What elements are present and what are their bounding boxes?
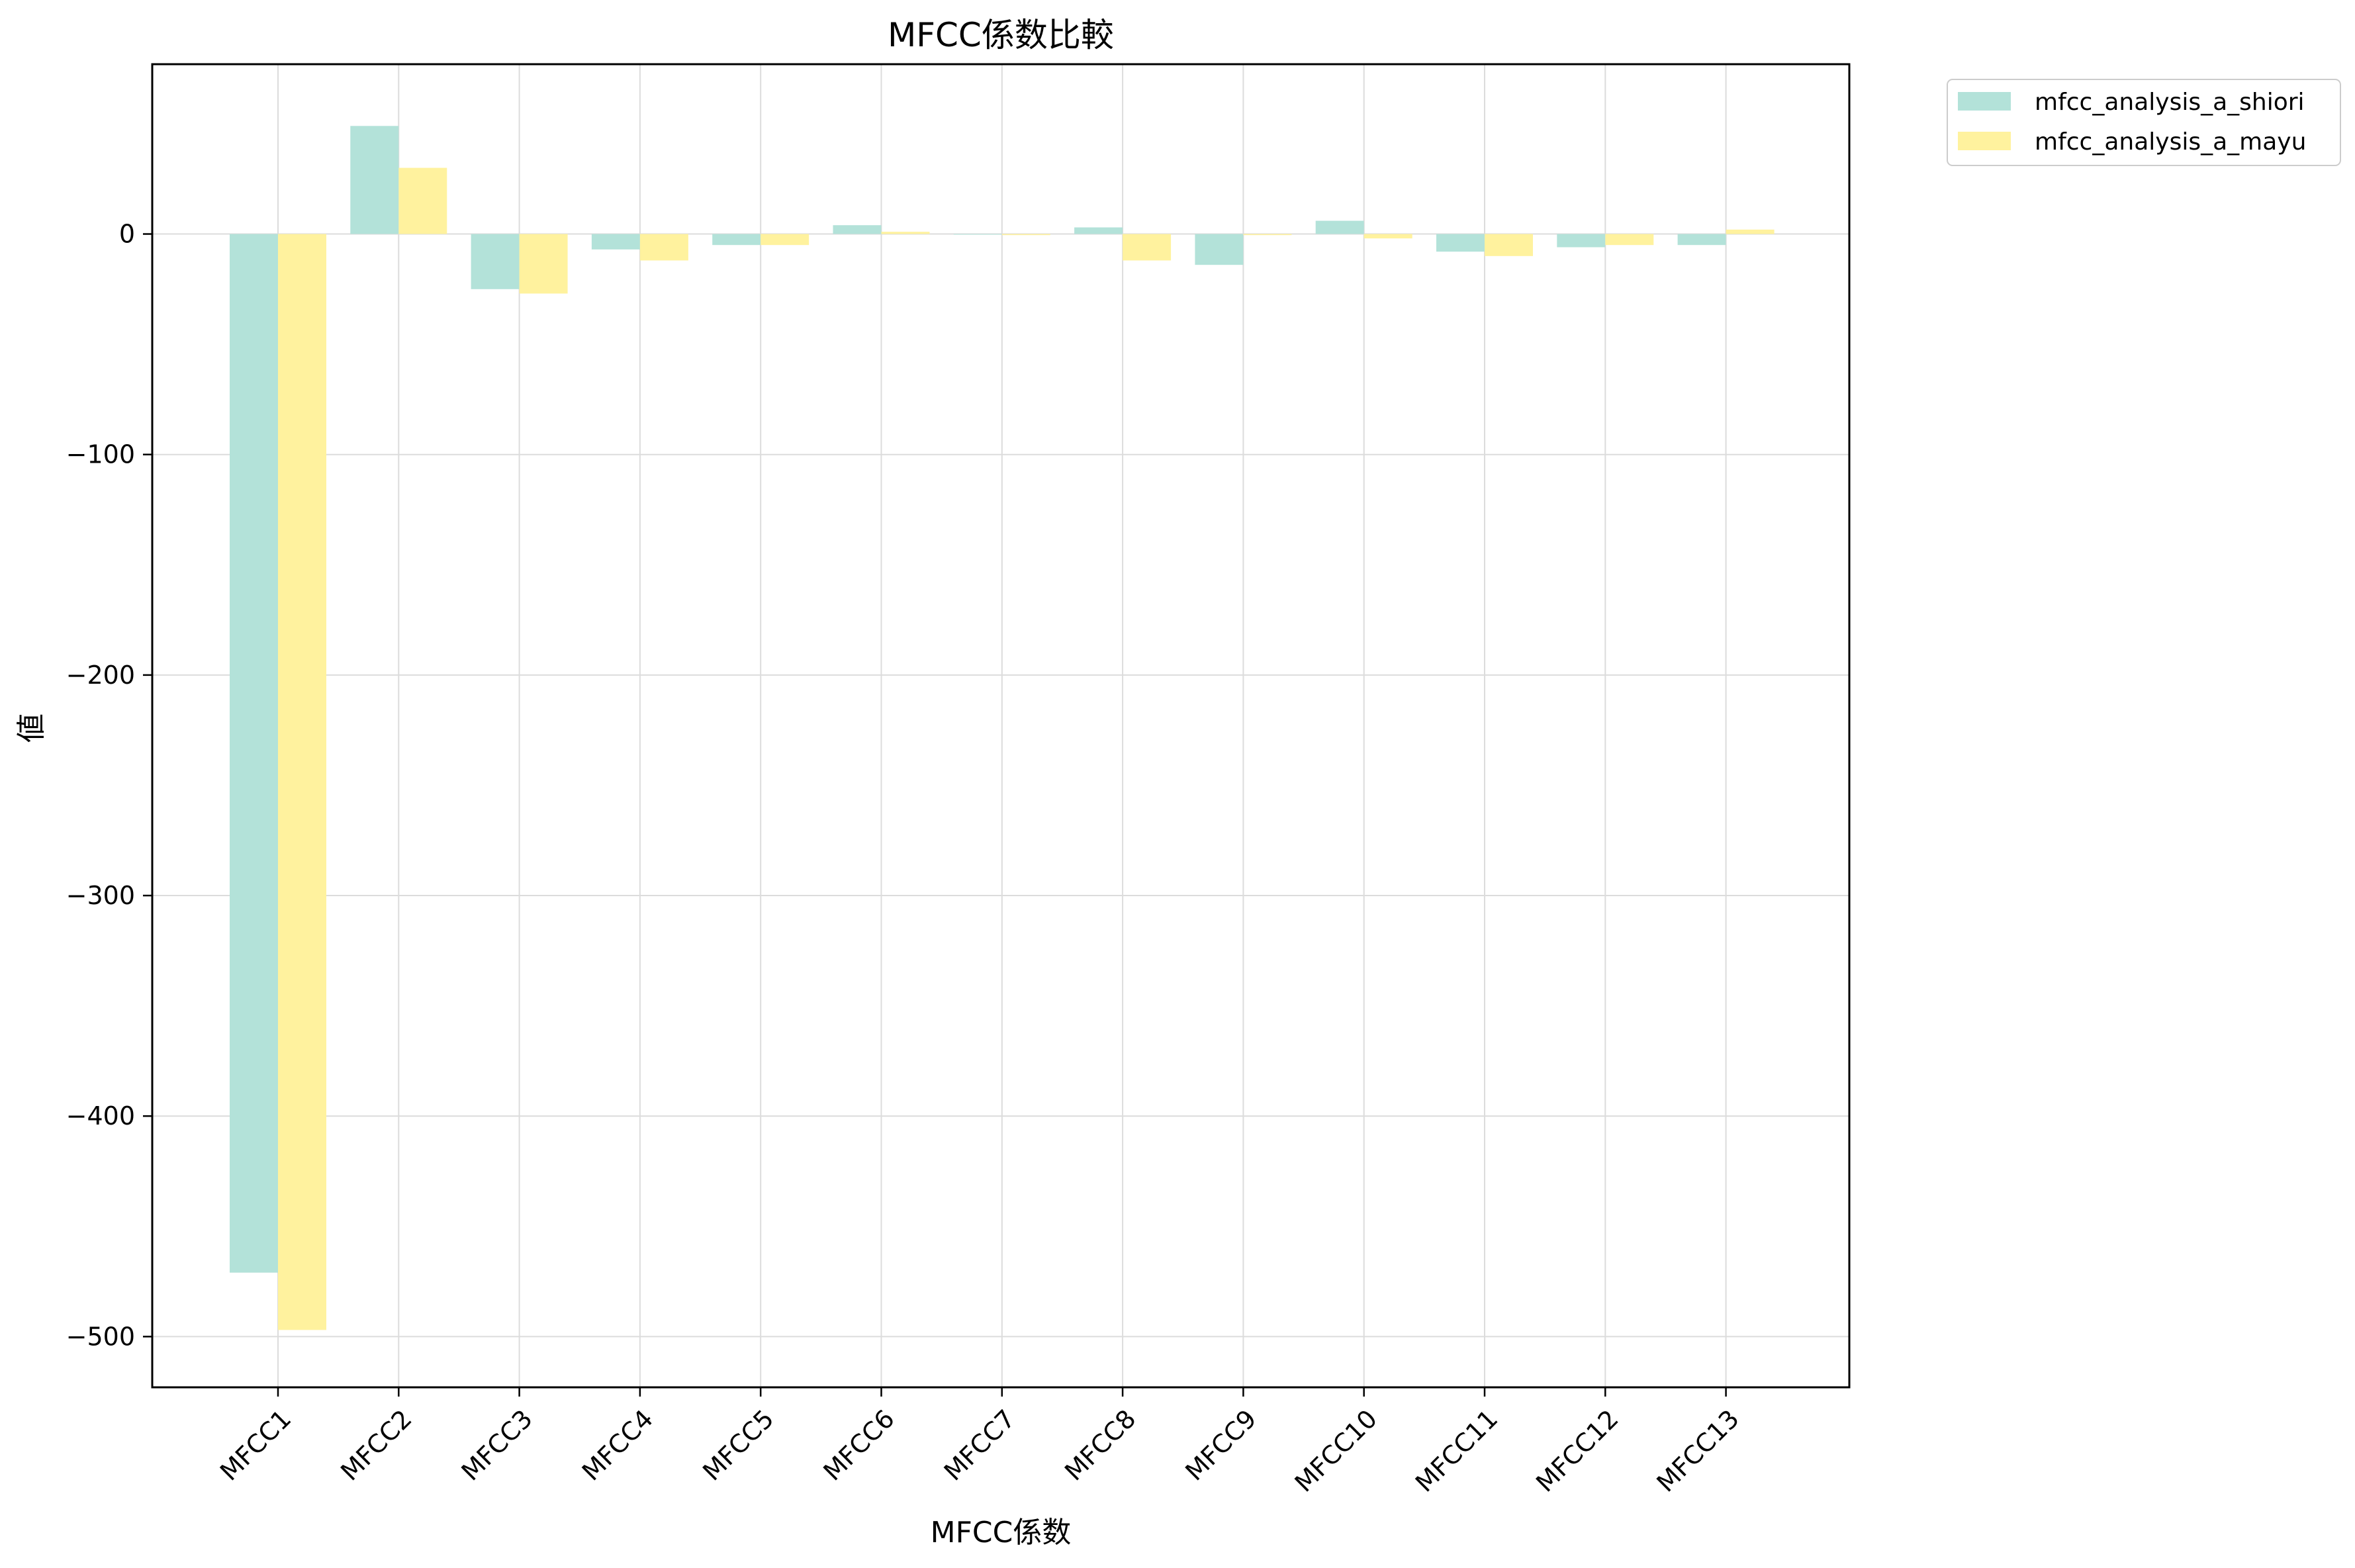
bar-mayu-mfcc11 xyxy=(1485,234,1533,256)
x-tick-label: MFCC2 xyxy=(335,1404,417,1486)
bar-mayu-mfcc4 xyxy=(639,234,688,261)
x-tick-label: MFCC6 xyxy=(817,1404,900,1486)
x-tick-label: MFCC7 xyxy=(939,1404,1021,1486)
x-tick-label: MFCC13 xyxy=(1651,1404,1744,1497)
bar-shiori-mfcc2 xyxy=(350,126,399,234)
bar-mayu-mfcc1 xyxy=(278,234,326,1330)
legend-swatch-mayu xyxy=(1958,132,2011,150)
bar-mayu-mfcc12 xyxy=(1605,234,1654,246)
bar-shiori-mfcc12 xyxy=(1557,234,1606,248)
y-axis-label: 値 xyxy=(15,714,48,743)
x-tick-label: MFCC4 xyxy=(577,1404,659,1486)
x-axis-label: MFCC係数 xyxy=(931,1516,1072,1549)
grid-lines xyxy=(152,64,1849,1387)
bar-shiori-mfcc9 xyxy=(1195,234,1244,265)
legend: mfcc_analysis_a_shiori mfcc_analysis_a_m… xyxy=(1947,79,2341,166)
bar-shiori-mfcc4 xyxy=(591,234,640,250)
legend-box xyxy=(1947,79,2341,166)
bar-mayu-mfcc6 xyxy=(881,232,930,234)
bar-shiori-mfcc1 xyxy=(230,234,278,1273)
bar-mayu-mfcc9 xyxy=(1243,234,1292,236)
bar-mayu-mfcc5 xyxy=(761,234,809,246)
bar-mayu-mfcc7 xyxy=(1001,234,1050,236)
plot-frame xyxy=(151,63,1851,1389)
legend-swatch-shiori xyxy=(1958,92,2011,111)
legend-label-mayu: mfcc_analysis_a_mayu xyxy=(2035,128,2306,156)
y-tick-label: −100 xyxy=(66,440,135,469)
y-tick-label: 0 xyxy=(119,220,135,249)
x-axis-ticks: MFCC1 MFCC2 MFCC3 MFCC4 MFCC5 MFCC6 MFCC7 MFCC8… xyxy=(214,1387,1745,1498)
x-tick-label: MFCC12 xyxy=(1530,1404,1624,1497)
bar-mayu-mfcc2 xyxy=(398,167,447,234)
bar-mayu-mfcc8 xyxy=(1123,234,1172,261)
legend-label-shiori: mfcc_analysis_a_shiori xyxy=(2035,89,2305,116)
bar-shiori-mfcc11 xyxy=(1436,234,1485,252)
chart-title: MFCC係数比較 xyxy=(888,16,1114,54)
x-tick-label: MFCC3 xyxy=(456,1404,538,1486)
y-tick-label: −200 xyxy=(66,661,135,690)
bar-shiori-mfcc13 xyxy=(1677,234,1726,246)
x-tick-label: MFCC5 xyxy=(697,1404,779,1486)
x-tick-label: MFCC10 xyxy=(1289,1404,1383,1497)
bar-mayu-mfcc13 xyxy=(1726,229,1775,234)
y-tick-label: −300 xyxy=(66,881,135,910)
x-tick-label: MFCC1 xyxy=(214,1404,297,1486)
y-axis-ticks: 0 −100 −200 −300 −400 −500 xyxy=(66,220,152,1351)
bar-mayu-mfcc3 xyxy=(519,234,568,294)
bar-shiori-mfcc7 xyxy=(953,234,1002,235)
bar-shiori-mfcc6 xyxy=(833,225,882,234)
x-tick-label: MFCC8 xyxy=(1059,1404,1141,1486)
bar-shiori-mfcc3 xyxy=(471,234,520,289)
bar-shiori-mfcc8 xyxy=(1074,227,1123,234)
bar-marks xyxy=(230,126,1775,1330)
x-tick-label: MFCC11 xyxy=(1410,1404,1503,1497)
bar-mayu-mfcc10 xyxy=(1363,234,1412,239)
y-tick-label: −400 xyxy=(66,1101,135,1130)
y-tick-label: −500 xyxy=(66,1322,135,1351)
bar-shiori-mfcc10 xyxy=(1315,220,1364,234)
x-tick-label: MFCC9 xyxy=(1179,1404,1262,1486)
bar-shiori-mfcc5 xyxy=(712,234,761,246)
